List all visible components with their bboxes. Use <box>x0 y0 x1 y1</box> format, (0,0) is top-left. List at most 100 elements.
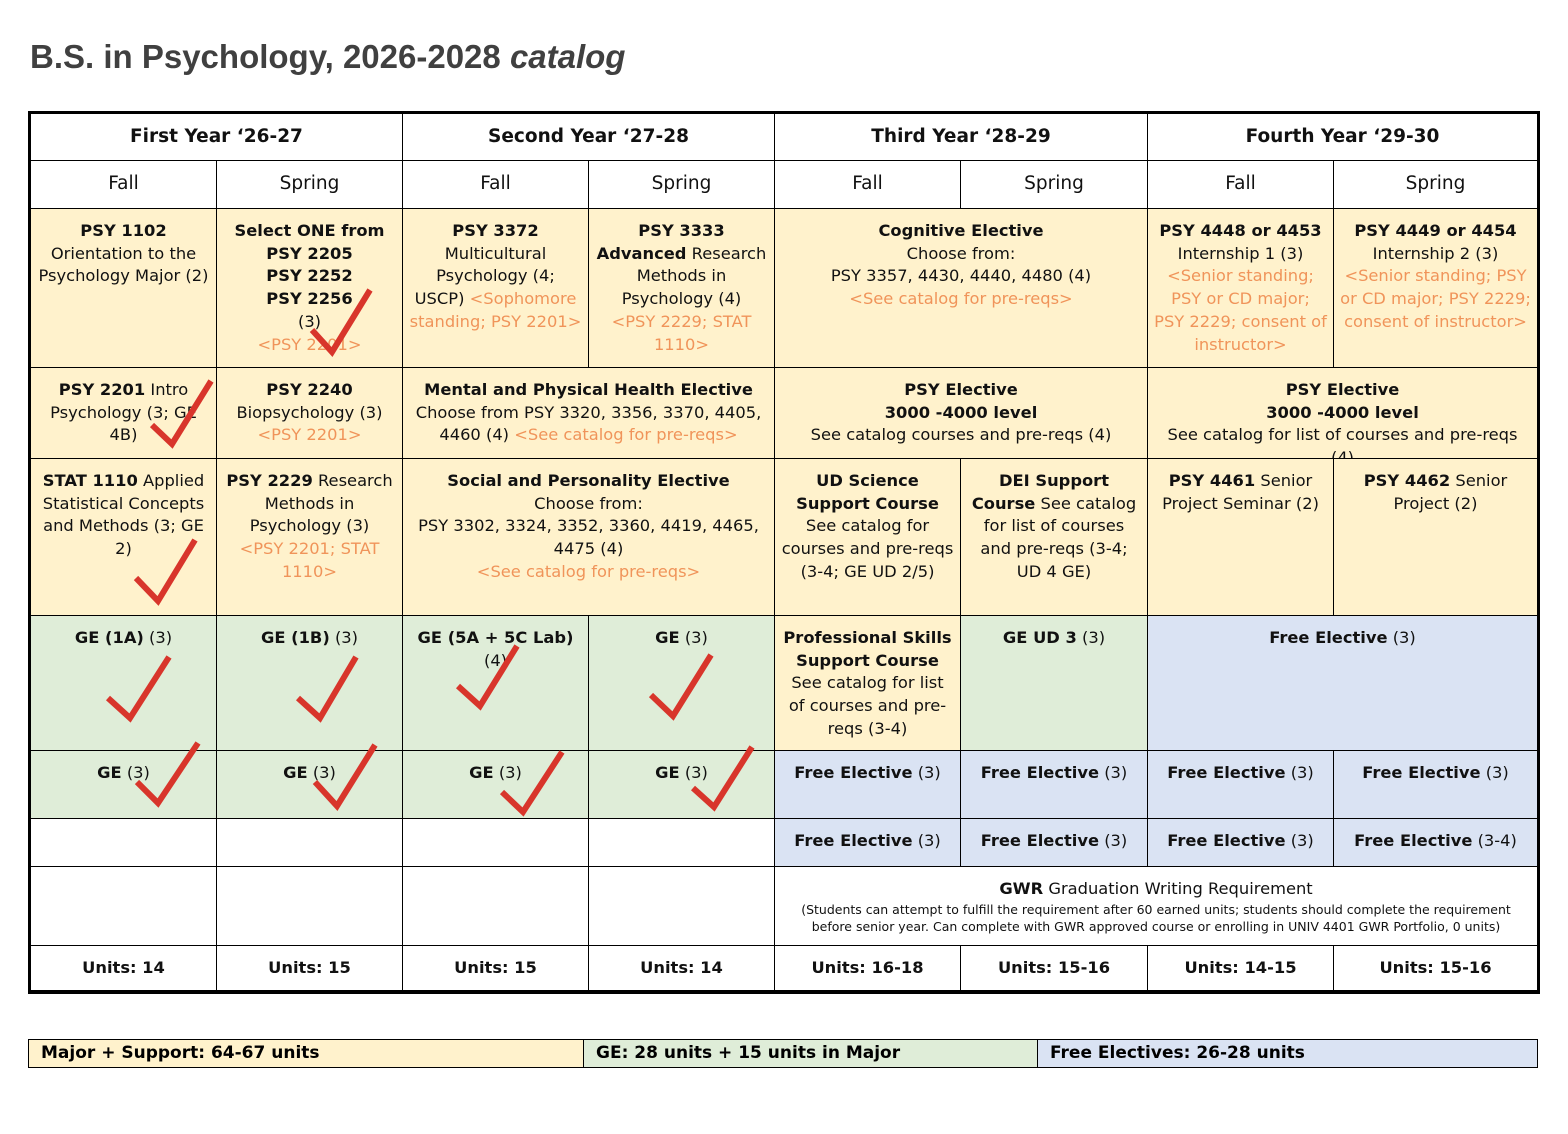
cell-text: 3000 -4000 level <box>1266 402 1419 422</box>
cell-text: Second Year ‘27-28 <box>488 125 689 147</box>
cell-text: PSY Elective <box>904 380 1018 399</box>
table-cell: PSY 4449 or 4454 Internship 2 (3) <Senior … <box>1333 208 1538 368</box>
cell-text: STAT 1110 <box>42 471 138 490</box>
cell-line: (3) <box>223 311 396 334</box>
cell-line: PSY Elective <box>781 379 1141 402</box>
legend-item: Free Electives: 26-28 units <box>1038 1040 1537 1067</box>
cell-text: 3000 -4000 level <box>884 402 1038 422</box>
table-cell: PSY Elective 3000 -4000 level See catalog … <box>1147 367 1538 459</box>
cell-text: GE <box>469 763 494 782</box>
cell-line: STAT 1110 Applied Statistical Concepts a… <box>37 470 210 561</box>
cell-line: DEI Support Course See catalog for list … <box>967 470 1141 584</box>
cell-line: Spring <box>589 173 774 196</box>
cell-line: Free Elective (3) <box>781 762 954 785</box>
table-cell: GE (3) <box>216 750 403 819</box>
legend-item: Major + Support: 64-67 units <box>29 1040 584 1067</box>
cell-line: PSY 2256 <box>223 288 396 311</box>
table-cell: Fall <box>30 160 217 209</box>
cell-line: <Senior standing; PSY or CD major; PSY 2… <box>1340 265 1531 333</box>
cell-text: <See catalog for pre-reqs> <box>514 425 738 445</box>
cell-line: Free Elective (3) <box>1154 627 1531 650</box>
cell-text: See catalog for list of courses and pre-… <box>980 493 1137 581</box>
cell-text: (3) <box>312 763 336 782</box>
cell-text: (3) <box>684 763 708 782</box>
cell-text: Choose from: <box>534 493 643 513</box>
cell-text: (Students can attempt to fulfill the req… <box>801 901 1511 934</box>
cell-line: PSY Elective <box>1154 379 1531 402</box>
cell-line: PSY 3372 <box>409 220 582 243</box>
table-cell: PSY 3372 Multicultural Psychology (4; USC… <box>402 208 589 368</box>
table-cell: Units: 16-18 <box>774 945 961 991</box>
table-cell: PSY 4448 or 4453 Internship 1 (3) <Senior … <box>1147 208 1334 368</box>
cell-text: GWR <box>999 879 1044 898</box>
table-cell: Second Year ‘27-28 <box>402 113 775 161</box>
table-cell: DEI Support Course See catalog for list … <box>960 458 1148 616</box>
cell-text: Free Elective <box>980 763 1100 782</box>
table-cell <box>588 818 775 867</box>
cell-text: Social and Personality Elective <box>447 471 730 490</box>
cell-line: <Senior standing; PSY or CD major; PSY 2… <box>1154 265 1327 356</box>
cell-line: PSY 3357, 4430, 4440, 4480 (4) <box>781 265 1141 288</box>
cell-text: Free Elective <box>1362 763 1481 782</box>
cell-line: Professional Skills Support Course See c… <box>781 627 954 741</box>
cell-line: Choose from PSY 3320, 3356, 3370, 4405, … <box>409 402 768 447</box>
cell-line: <PSY 2229; STAT 1110> <box>595 311 768 356</box>
cell-line: Units: 15 <box>403 957 588 980</box>
table-cell: Free Elective (3) <box>1147 615 1538 751</box>
cell-text: PSY 4461 <box>1168 471 1256 490</box>
cell-line: Fall <box>1148 173 1333 196</box>
cell-text: PSY 4448 or 4453 <box>1159 221 1322 240</box>
cell-line: (Students can attempt to fulfill the req… <box>781 901 1531 938</box>
cell-line: Fall <box>403 173 588 196</box>
cell-line: GWR Graduation Writing Requirement <box>781 878 1531 901</box>
cell-text: Units: 14 <box>640 957 723 977</box>
cell-text: Spring <box>279 173 340 195</box>
cell-text: Free Elective <box>1354 831 1473 850</box>
table-cell: Mental and Physical Health Elective Choos… <box>402 367 775 459</box>
cell-text: PSY 4462 <box>1363 471 1451 490</box>
cell-line: Units: 15-16 <box>1334 957 1537 980</box>
cell-text: Choose from PSY 3320, 3356, 3370, 4405, … <box>415 402 762 445</box>
cell-text: Spring <box>1405 173 1466 195</box>
cell-text: PSY 2205 <box>266 243 353 263</box>
cell-line: <PSY 2201; STAT 1110> <box>223 538 396 583</box>
cell-text: (3) <box>1290 763 1314 782</box>
cell-line: See catalog for list of courses and pre-… <box>1154 424 1531 458</box>
cell-text: PSY 2252 <box>266 266 353 286</box>
cell-text: <PSY 2201> <box>257 334 362 354</box>
table-cell: GWR Graduation Writing Requirement (Stude… <box>774 866 1538 946</box>
cell-text: (3) <box>684 628 708 647</box>
table-cell: Free Elective (3) <box>960 818 1148 867</box>
cell-text: Fall <box>1225 173 1256 195</box>
table-cell: Third Year ‘28-29 <box>774 113 1148 161</box>
cell-line: PSY 2229 Research Methods in Psychology … <box>223 470 396 538</box>
cell-text: Graduation Writing Requirement <box>1048 879 1313 898</box>
cell-line: Free Elective (3) <box>1154 830 1327 853</box>
cell-text: (4) <box>483 650 508 670</box>
table-cell: STAT 1110 Applied Statistical Concepts a… <box>30 458 217 616</box>
table-cell: Free Elective (3) <box>774 818 961 867</box>
cell-text: Multicultural Psychology (4; USCP) <box>414 243 555 309</box>
cell-line: Spring <box>961 173 1147 196</box>
cell-text: Free Elective <box>1167 763 1286 782</box>
cell-text: Internship 2 (3) <box>1372 243 1499 263</box>
cell-text: UD Science Support Course <box>796 471 939 513</box>
cell-text: GE (1B) <box>260 628 330 647</box>
cell-line: Social and Personality Elective <box>409 470 768 493</box>
table-cell: GE (3) <box>588 615 775 751</box>
cell-line: <PSY 2201> <box>223 334 396 357</box>
cell-text: Units: 14-15 <box>1184 957 1297 977</box>
cell-text: <Senior standing; PSY or CD major; PSY 2… <box>1340 266 1531 331</box>
cell-text: Biopsychology (3) <box>236 402 383 422</box>
cell-line: GE UD 3 (3) <box>967 627 1141 650</box>
cell-text: (3) <box>1082 628 1106 647</box>
cell-line: PSY 4461 Senior Project Seminar (2) <box>1154 470 1327 515</box>
cell-text: Spring <box>1024 173 1084 195</box>
cell-line: Fall <box>775 173 960 196</box>
cell-text: Free Elective <box>980 831 1100 850</box>
cell-text: PSY 1102 <box>80 221 167 240</box>
cell-line: 3000 -4000 level <box>1154 402 1531 425</box>
cell-text: (3) <box>334 628 359 647</box>
curriculum-table: First Year ‘26-27 Second Year ‘27-28 Third… <box>28 111 1540 994</box>
